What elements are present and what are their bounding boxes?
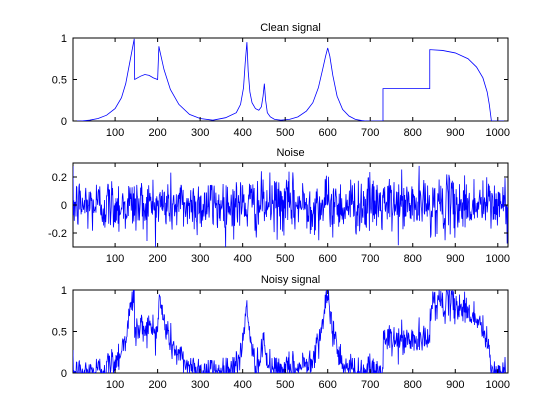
x-tick-label: 200: [148, 127, 166, 139]
x-tick-label: 700: [361, 127, 379, 139]
x-tick-label: 900: [446, 379, 464, 391]
series-line: [73, 38, 508, 121]
x-tick-label: 1000: [486, 127, 510, 139]
x-tick-label: 200: [148, 379, 166, 391]
x-tick-label: 700: [361, 253, 379, 265]
subplot-title: Noisy signal: [261, 274, 320, 286]
y-tick-label: 0: [61, 200, 67, 212]
x-tick-label: 800: [404, 379, 422, 391]
x-tick-label: 500: [276, 379, 294, 391]
subplot-title: Noise: [276, 147, 304, 159]
x-tick-label: 100: [106, 127, 124, 139]
y-tick-label: 0.5: [52, 327, 67, 339]
subplot-title: Clean signal: [260, 22, 321, 34]
axes-box: [72, 37, 509, 122]
x-tick-label: 900: [446, 253, 464, 265]
series-line: [73, 165, 508, 247]
subplot-3: 100 200 300 400 500 600 700 800 900 1000 0 0.5 1 Nois…: [52, 274, 510, 391]
x-tick-label: 400: [233, 253, 251, 265]
subplot-1: 100 200 300 400 500 600 700 800 900 1000 0 0.5 1 Clea…: [52, 22, 510, 139]
x-tick-label: 200: [148, 253, 166, 265]
y-tick-label: 1: [61, 285, 67, 297]
x-tick-label: 400: [233, 379, 251, 391]
x-tick-label: 300: [191, 127, 209, 139]
x-tick-label: 400: [233, 127, 251, 139]
y-tick-label: 0: [61, 368, 67, 380]
x-tick-label: 800: [404, 127, 422, 139]
x-tick-label: 900: [446, 127, 464, 139]
y-tick-label: -0.2: [48, 228, 67, 240]
y-tick-label: 1: [61, 33, 67, 45]
series-line: [73, 290, 508, 373]
subplot-2: 100 200 300 400 500 600 700 800 900 1000 -0.2 0 0.2 N…: [48, 147, 510, 265]
x-tick-label: 600: [319, 379, 337, 391]
x-tick-label: 300: [191, 379, 209, 391]
x-tick-label: 100: [106, 379, 124, 391]
x-tick-label: 600: [319, 127, 337, 139]
y-tick-label: 0.5: [52, 75, 67, 87]
x-tick-label: 500: [276, 253, 294, 265]
x-tick-label: 600: [319, 253, 337, 265]
x-tick-label: 100: [106, 253, 124, 265]
x-tick-label: 800: [404, 253, 422, 265]
x-tick-label: 300: [191, 253, 209, 265]
y-tick-label: 0: [61, 116, 67, 128]
x-tick-label: 500: [276, 127, 294, 139]
x-tick-label: 1000: [486, 379, 510, 391]
x-tick-label: 700: [361, 379, 379, 391]
y-tick-label: 0.2: [52, 172, 67, 184]
x-tick-label: 1000: [486, 253, 510, 265]
